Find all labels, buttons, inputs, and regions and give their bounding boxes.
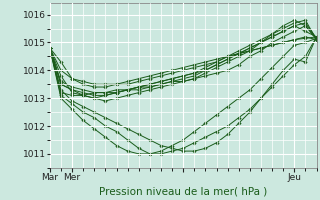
X-axis label: Pression niveau de la mer( hPa ): Pression niveau de la mer( hPa ) bbox=[99, 187, 267, 197]
